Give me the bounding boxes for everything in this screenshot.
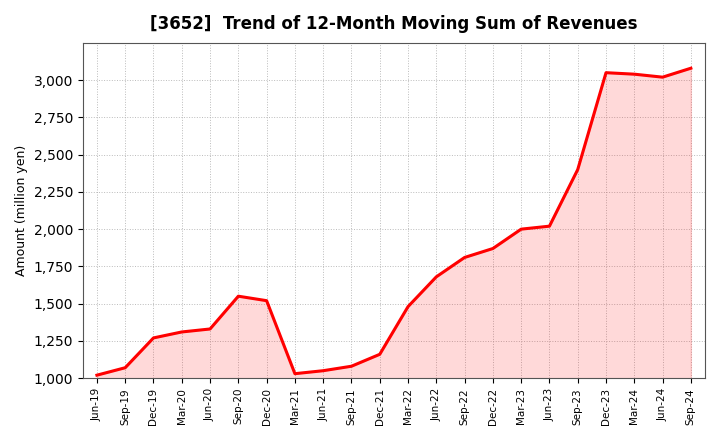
Y-axis label: Amount (million yen): Amount (million yen): [15, 145, 28, 276]
Title: [3652]  Trend of 12-Month Moving Sum of Revenues: [3652] Trend of 12-Month Moving Sum of R…: [150, 15, 638, 33]
